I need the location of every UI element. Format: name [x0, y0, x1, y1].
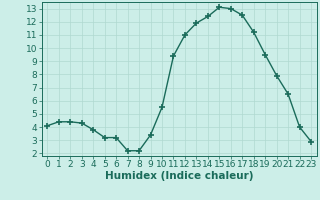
X-axis label: Humidex (Indice chaleur): Humidex (Indice chaleur): [105, 171, 253, 181]
